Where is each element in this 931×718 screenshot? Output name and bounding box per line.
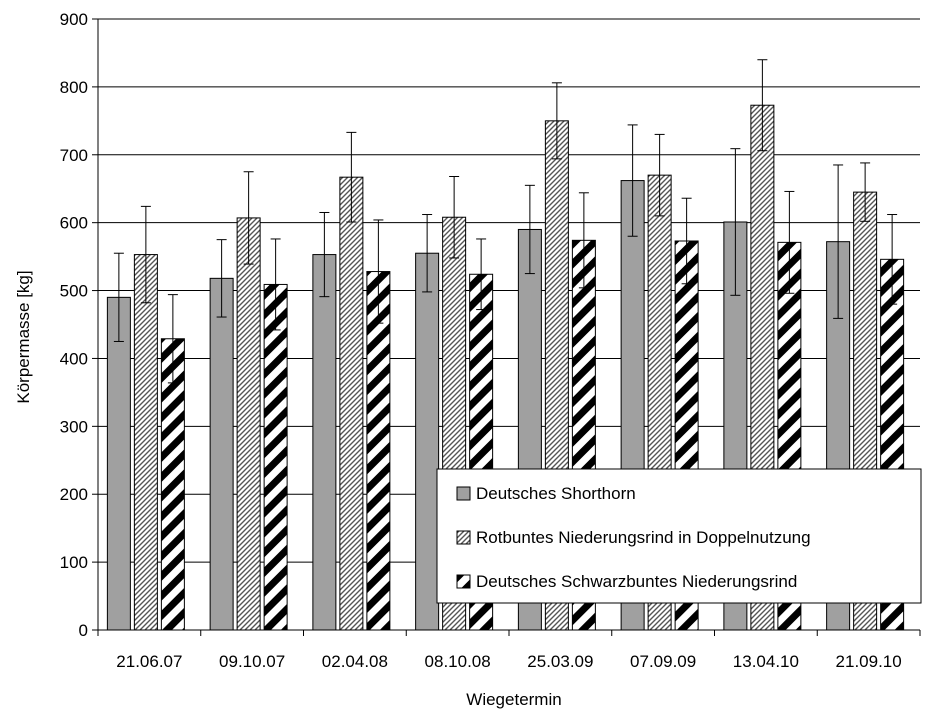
- legend-label-1: Deutsches Shorthorn: [476, 484, 636, 503]
- x-tick-label-09.10.07: 09.10.07: [219, 652, 285, 671]
- y-tick-label-600: 600: [60, 214, 88, 233]
- bar-s2-09.10.07: [236, 217, 261, 631]
- y-tick-labels: 0 100 200 300 400 500 600 700 800 900: [60, 10, 88, 640]
- y-tick-label-0: 0: [79, 621, 88, 640]
- bar-s1-09.10.07: [209, 277, 234, 631]
- legend-label-3: Deutsches Schwarzbuntes Niederungsrind: [476, 572, 797, 591]
- x-tick-labels: 21.06.07 09.10.07 02.04.08 08.10.08 25.03.09…: [116, 652, 901, 671]
- y-tick-label-400: 400: [60, 349, 88, 368]
- legend-swatch-3: [456, 574, 471, 589]
- y-axis-title: Körpermasse [kg]: [14, 270, 33, 403]
- axes: [92, 18, 921, 636]
- y-tick-label-100: 100: [60, 553, 88, 572]
- x-tick-label-25.03.09: 25.03.09: [527, 652, 593, 671]
- legend: Deutsches Shorthorn Rotbuntes Niederungs…: [436, 468, 922, 604]
- bar-s1-08.10.08: [415, 252, 440, 631]
- y-tick-label-300: 300: [60, 417, 88, 436]
- legend-label-2: Rotbuntes Niederungsrind in Doppelnutzun…: [476, 528, 811, 547]
- legend-swatch-1: [456, 486, 471, 501]
- x-tick-label-21.06.07: 21.06.07: [116, 652, 182, 671]
- bar-s3-09.10.07: [263, 283, 288, 631]
- x-tick-label-13.04.10: 13.04.10: [733, 652, 799, 671]
- x-tick-label-07.09.09: 07.09.09: [630, 652, 696, 671]
- bar-s2-02.04.08: [339, 176, 364, 631]
- bar-s1-21.06.07: [106, 296, 131, 631]
- bar-s1-02.04.08: [312, 254, 337, 631]
- x-tick-label-08.10.08: 08.10.08: [425, 652, 491, 671]
- y-tick-label-800: 800: [60, 78, 88, 97]
- bar-s2-21.06.07: [133, 254, 158, 631]
- error-bars: [113, 59, 898, 384]
- x-axis-title: Wiegetermin: [466, 690, 561, 709]
- x-tick-label-02.04.08: 02.04.08: [322, 652, 388, 671]
- bar-s3-02.04.08: [366, 271, 391, 631]
- x-tick-label-21.09.10: 21.09.10: [836, 652, 902, 671]
- y-tick-label-900: 900: [60, 10, 88, 29]
- y-tick-label-200: 200: [60, 485, 88, 504]
- y-tick-label-500: 500: [60, 282, 88, 301]
- legend-swatch-2: [456, 530, 471, 545]
- legend-box: [436, 468, 922, 604]
- y-tick-label-700: 700: [60, 146, 88, 165]
- gridlines: [98, 18, 920, 563]
